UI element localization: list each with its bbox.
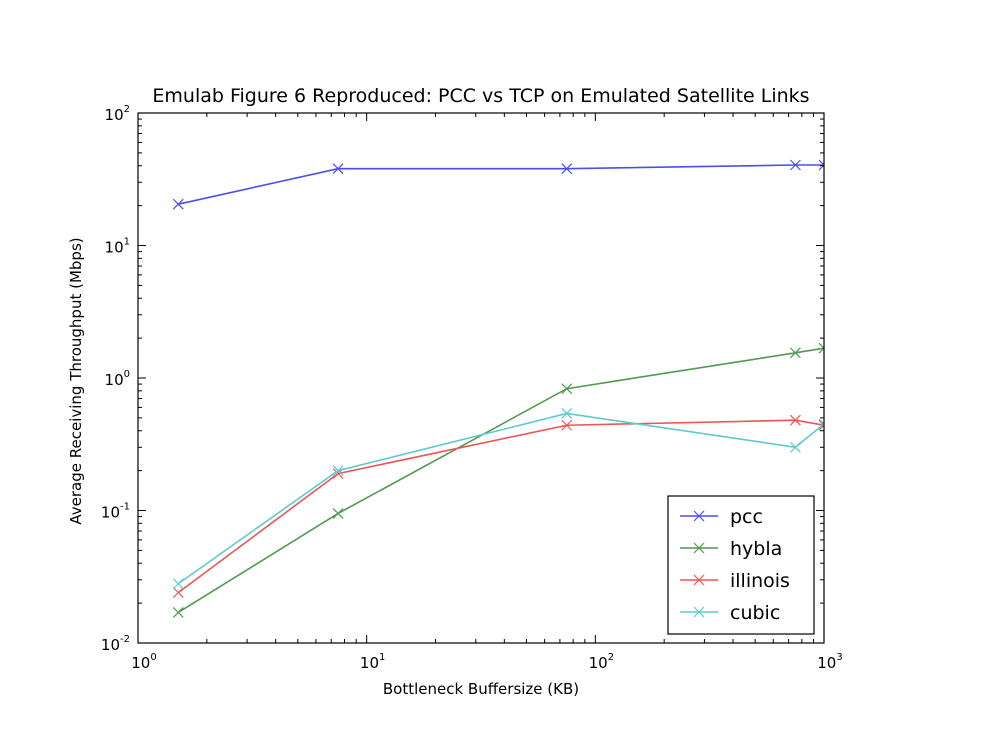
legend-label-cubic: cubic <box>730 602 780 624</box>
data-point-pcc <box>332 163 344 175</box>
data-point-illinois <box>790 414 801 426</box>
legend: pcc hybla illinois cubic <box>667 495 815 635</box>
legend-entry-illinois: illinois <box>680 570 790 592</box>
series-hybla <box>172 342 824 618</box>
data-point-cubic <box>561 408 573 419</box>
data-point-hybla <box>561 383 573 395</box>
y-tick-label: 10-2 <box>101 634 130 654</box>
legend-label-pcc: pcc <box>730 506 763 528</box>
legend-entry-pcc: pcc <box>680 506 763 528</box>
data-point-illinois <box>172 587 184 599</box>
data-point-cubic <box>172 578 184 590</box>
data-point-hybla <box>818 342 824 354</box>
legend-box <box>667 495 815 635</box>
series-pcc <box>172 159 824 210</box>
axis-ticks: 100 101 102 103 10-2 10-1 100 101 102 <box>101 104 843 672</box>
plot-marks <box>172 159 824 618</box>
y-tick-label: 101 <box>105 237 130 257</box>
y-tick-label: 100 <box>105 369 130 389</box>
x-tick-label: 100 <box>131 652 156 672</box>
x-tick-label: 103 <box>817 652 842 672</box>
data-point-pcc <box>790 159 801 171</box>
data-point-cubic <box>332 465 344 477</box>
y-tick-label: 102 <box>105 104 130 124</box>
data-point-hybla <box>172 607 184 618</box>
data-point-pcc <box>818 159 824 171</box>
data-point-illinois <box>818 419 824 431</box>
x-tick-label: 102 <box>589 652 614 672</box>
series-cubic <box>172 408 824 590</box>
y-axis-label: Average Receiving Throughput (Mbps) <box>67 237 85 524</box>
x-axis-label: Bottleneck Buffersize (KB) <box>383 680 579 698</box>
data-point-cubic <box>818 418 824 430</box>
data-point-illinois <box>561 419 573 431</box>
series-illinois <box>172 414 824 599</box>
y-tick-label: 10-1 <box>101 502 130 522</box>
legend-marker-pcc <box>693 510 705 522</box>
data-point-hybla <box>332 508 344 519</box>
legend-marker-illinois <box>693 574 705 586</box>
legend-entry-hybla: hybla <box>680 538 782 560</box>
legend-marker-cubic <box>693 606 705 618</box>
data-point-cubic <box>790 441 801 453</box>
series-line-pcc <box>178 164 824 205</box>
data-point-pcc <box>172 198 184 210</box>
data-point-pcc <box>561 163 573 175</box>
x-tick-label: 101 <box>360 652 385 672</box>
chart-title: Emulab Figure 6 Reproduced: PCC vs TCP o… <box>152 85 809 107</box>
data-point-hybla <box>790 347 801 359</box>
legend-label-illinois: illinois <box>730 570 790 592</box>
legend-marker-hybla <box>693 542 705 554</box>
legend-label-hybla: hybla <box>730 538 782 560</box>
legend-entry-cubic: cubic <box>680 602 780 624</box>
